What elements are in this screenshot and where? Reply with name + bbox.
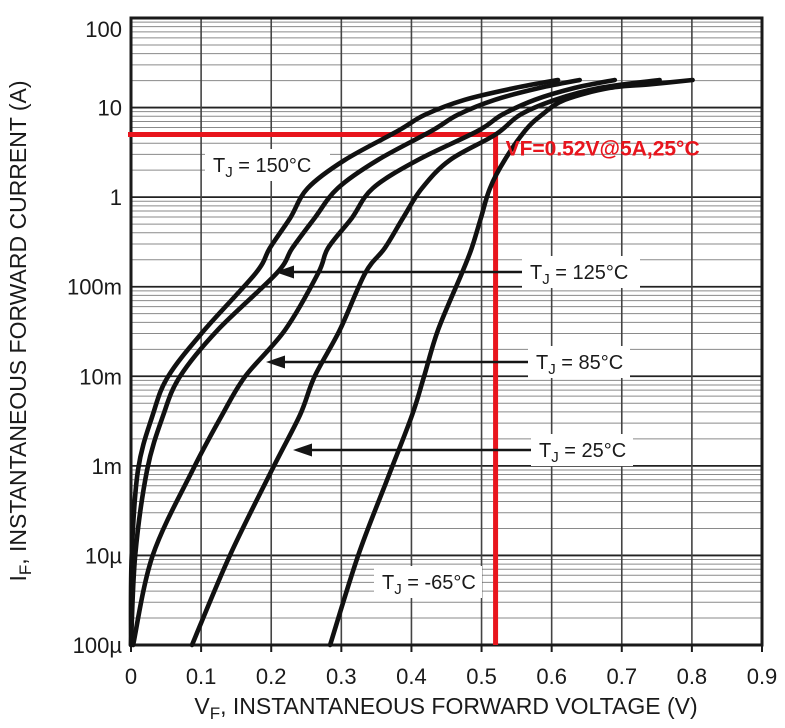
vf-marker-lines — [128, 132, 499, 645]
x-tick-label: 0.6 — [536, 664, 567, 689]
x-tick-label: 0 — [125, 664, 137, 689]
curve-label-text: TJ = 150°C — [213, 155, 311, 181]
curve-tj-85-c — [130, 77, 618, 648]
x-tick-label: 0.5 — [466, 664, 497, 689]
curve-label-box — [374, 566, 482, 598]
curve-label-text: TJ = 85°C — [536, 352, 623, 378]
y-tick-label: 100m — [67, 275, 122, 300]
curve-label-callouts: TJ = 150°C TJ = 125°C TJ = 85°C TJ = 25°C TJ… — [205, 149, 640, 598]
callout-arrowhead — [275, 265, 294, 279]
curve-label-box — [205, 149, 330, 181]
y-tick-label: 100 — [85, 17, 122, 42]
y-tick-label: 100µ — [73, 633, 123, 658]
x-tick-label: 0.7 — [606, 664, 637, 689]
x-axis-tick-labels: 0 0.1 0.2 0.3 0.4 0.5 0.6 0.7 0.8 0.9 — [125, 664, 777, 689]
x-tick-label: 0.2 — [256, 664, 287, 689]
curve-tj-125-c — [128, 77, 582, 648]
vf-marker-text-group: VF=0.52V@5A,25°C — [506, 138, 700, 161]
curve-label-box — [528, 346, 630, 378]
plot-frame — [129, 16, 764, 647]
curve-label-box — [522, 256, 640, 288]
x-axis-title: VF, INSTANTANEOUS FORWARD VOLTAGE (V) — [194, 693, 697, 723]
curve-label-box — [531, 434, 633, 466]
y-tick-label: 10µ — [85, 543, 122, 568]
y-axis-tick-labels: 100 10 1 100m 10m 1m 10µ 100µ — [67, 17, 122, 658]
temperature-curves — [128, 77, 695, 648]
x-tick-label: 0.1 — [186, 664, 217, 689]
x-tick-label: 0.4 — [396, 664, 427, 689]
y-tick-label: 1 — [110, 185, 122, 210]
curve-label-text: TJ = 125°C — [530, 262, 628, 288]
callout-arrowhead — [266, 355, 285, 369]
y-tick-label: 1m — [91, 454, 122, 479]
y-tick-label: 10m — [79, 364, 122, 389]
axis-titles: VF, INSTANTANEOUS FORWARD VOLTAGE (V) IF,… — [5, 80, 698, 723]
y-axis-title: IF, INSTANTANEOUS FORWARD CURRENT (A) — [5, 80, 35, 581]
vf-marker-text: VF=0.52V@5A,25°C — [506, 138, 700, 161]
callout-arrowhead — [293, 443, 312, 457]
x-tick-label: 0.9 — [747, 664, 778, 689]
x-tick-label: 0.8 — [677, 664, 708, 689]
curve-tj-150-c — [128, 77, 561, 648]
curve-label-text: TJ = 25°C — [539, 440, 626, 466]
plot-border — [129, 16, 764, 647]
curve-label-text: TJ = -65°C — [382, 572, 476, 598]
x-tick-label: 0.3 — [326, 664, 357, 689]
curve-tj-65-c — [327, 77, 695, 648]
curve-tj-25-c — [189, 77, 662, 648]
y-tick-label: 10 — [98, 96, 122, 121]
